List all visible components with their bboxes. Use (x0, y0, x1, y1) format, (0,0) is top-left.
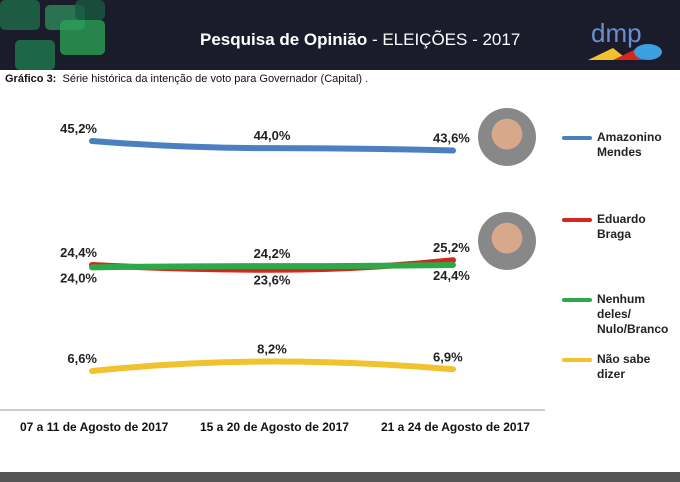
legend-swatch (562, 136, 592, 140)
dmp-logo: dmp (588, 18, 662, 60)
decor-square (15, 40, 55, 70)
legend-swatch (562, 298, 592, 302)
header-banner: Pesquisa de Opinião - ELEIÇÕES - 2017 dm… (0, 0, 680, 70)
candidate-photo-amazonino (478, 108, 536, 166)
legend-label: Não sabe dizer (597, 352, 651, 381)
data-label: 25,2% (433, 240, 470, 255)
series-line (89, 261, 456, 271)
data-label: 6,6% (67, 351, 97, 366)
footer-bar (0, 472, 680, 482)
data-label: 6,9% (433, 349, 463, 364)
chart-subtitle: Gráfico 3: Série histórica da intenção d… (5, 73, 368, 85)
svg-text:dmp: dmp (591, 18, 642, 48)
series-line (89, 138, 456, 154)
legend-label: Eduardo Braga (597, 212, 646, 241)
title-rest: - ELEIÇÕES - 2017 (367, 30, 521, 49)
data-label: 24,0% (60, 270, 97, 285)
line-chart: 45,2% 44,0% 43,6% 24,4% 23,6% 25,2% 24,0% 24,2%… (0, 121, 545, 411)
data-label: 44,0% (254, 128, 291, 143)
x-tick-label: 15 a 20 de Agosto de 2017 (200, 420, 349, 434)
x-tick-label: 07 a 11 de Agosto de 2017 (20, 420, 169, 434)
candidate-photo-eduardo (478, 212, 536, 270)
page-title: Pesquisa de Opinião - ELEIÇÕES - 2017 (200, 30, 520, 50)
legend-label: Amazonino Mendes (597, 130, 662, 159)
decor-square (60, 20, 105, 55)
data-label: 45,2% (60, 121, 97, 136)
data-label: 8,2% (257, 342, 287, 357)
series-line (89, 358, 456, 375)
data-label: 24,2% (254, 246, 291, 261)
subtitle-label: Gráfico 3: (5, 73, 57, 85)
legend-label: Nenhum deles/ Nulo/Branco (597, 292, 669, 336)
subtitle-text: Série histórica da intenção de voto para… (62, 73, 369, 85)
data-label: 24,4% (433, 268, 470, 283)
legend-swatch (562, 358, 592, 362)
data-label: 43,6% (433, 131, 470, 146)
title-bold: Pesquisa de Opinião (200, 30, 368, 49)
decor-square (0, 0, 40, 30)
data-label: 23,6% (254, 273, 291, 288)
data-label: 24,4% (60, 245, 97, 260)
legend-swatch (562, 218, 592, 222)
x-tick-label: 21 a 24 de Agosto de 2017 (381, 420, 530, 434)
decor-square (75, 0, 105, 20)
